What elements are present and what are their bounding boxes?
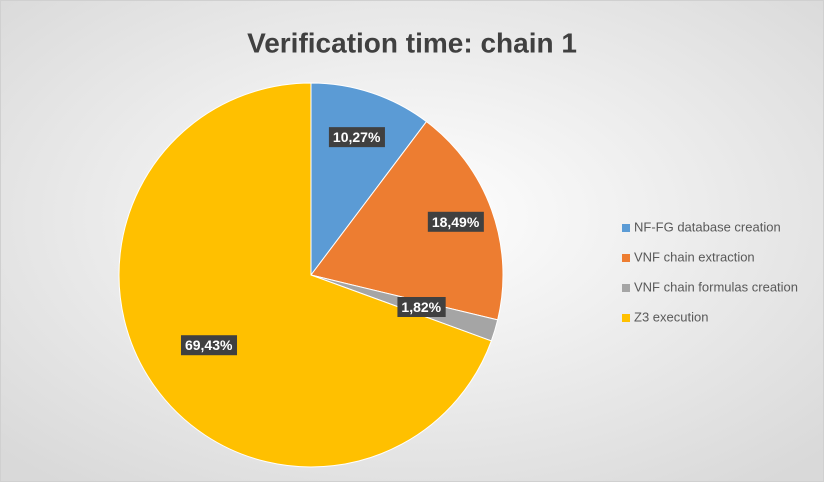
legend-swatch bbox=[622, 254, 630, 262]
data-label: 1,82% bbox=[401, 299, 441, 315]
legend-label: VNF chain formulas creation bbox=[634, 279, 798, 294]
pie-slice bbox=[118, 82, 492, 468]
data-label-box bbox=[328, 127, 385, 148]
legend-swatch bbox=[622, 284, 630, 292]
legend-label: Z3 execution bbox=[634, 309, 708, 324]
legend-swatch bbox=[622, 224, 630, 232]
data-label-box bbox=[397, 297, 446, 318]
legend-swatch bbox=[622, 314, 630, 322]
legend-label: VNF chain extraction bbox=[634, 249, 755, 264]
chart-title: Verification time: chain 1 bbox=[247, 27, 577, 58]
data-label: 18,49% bbox=[432, 214, 480, 230]
legend-label: NF-FG database creation bbox=[634, 219, 781, 234]
data-label-box bbox=[180, 335, 238, 356]
data-label-box bbox=[427, 211, 484, 232]
pie-slice bbox=[310, 120, 504, 321]
data-label: 69,43% bbox=[185, 337, 233, 353]
data-label: 10,27% bbox=[333, 129, 381, 145]
